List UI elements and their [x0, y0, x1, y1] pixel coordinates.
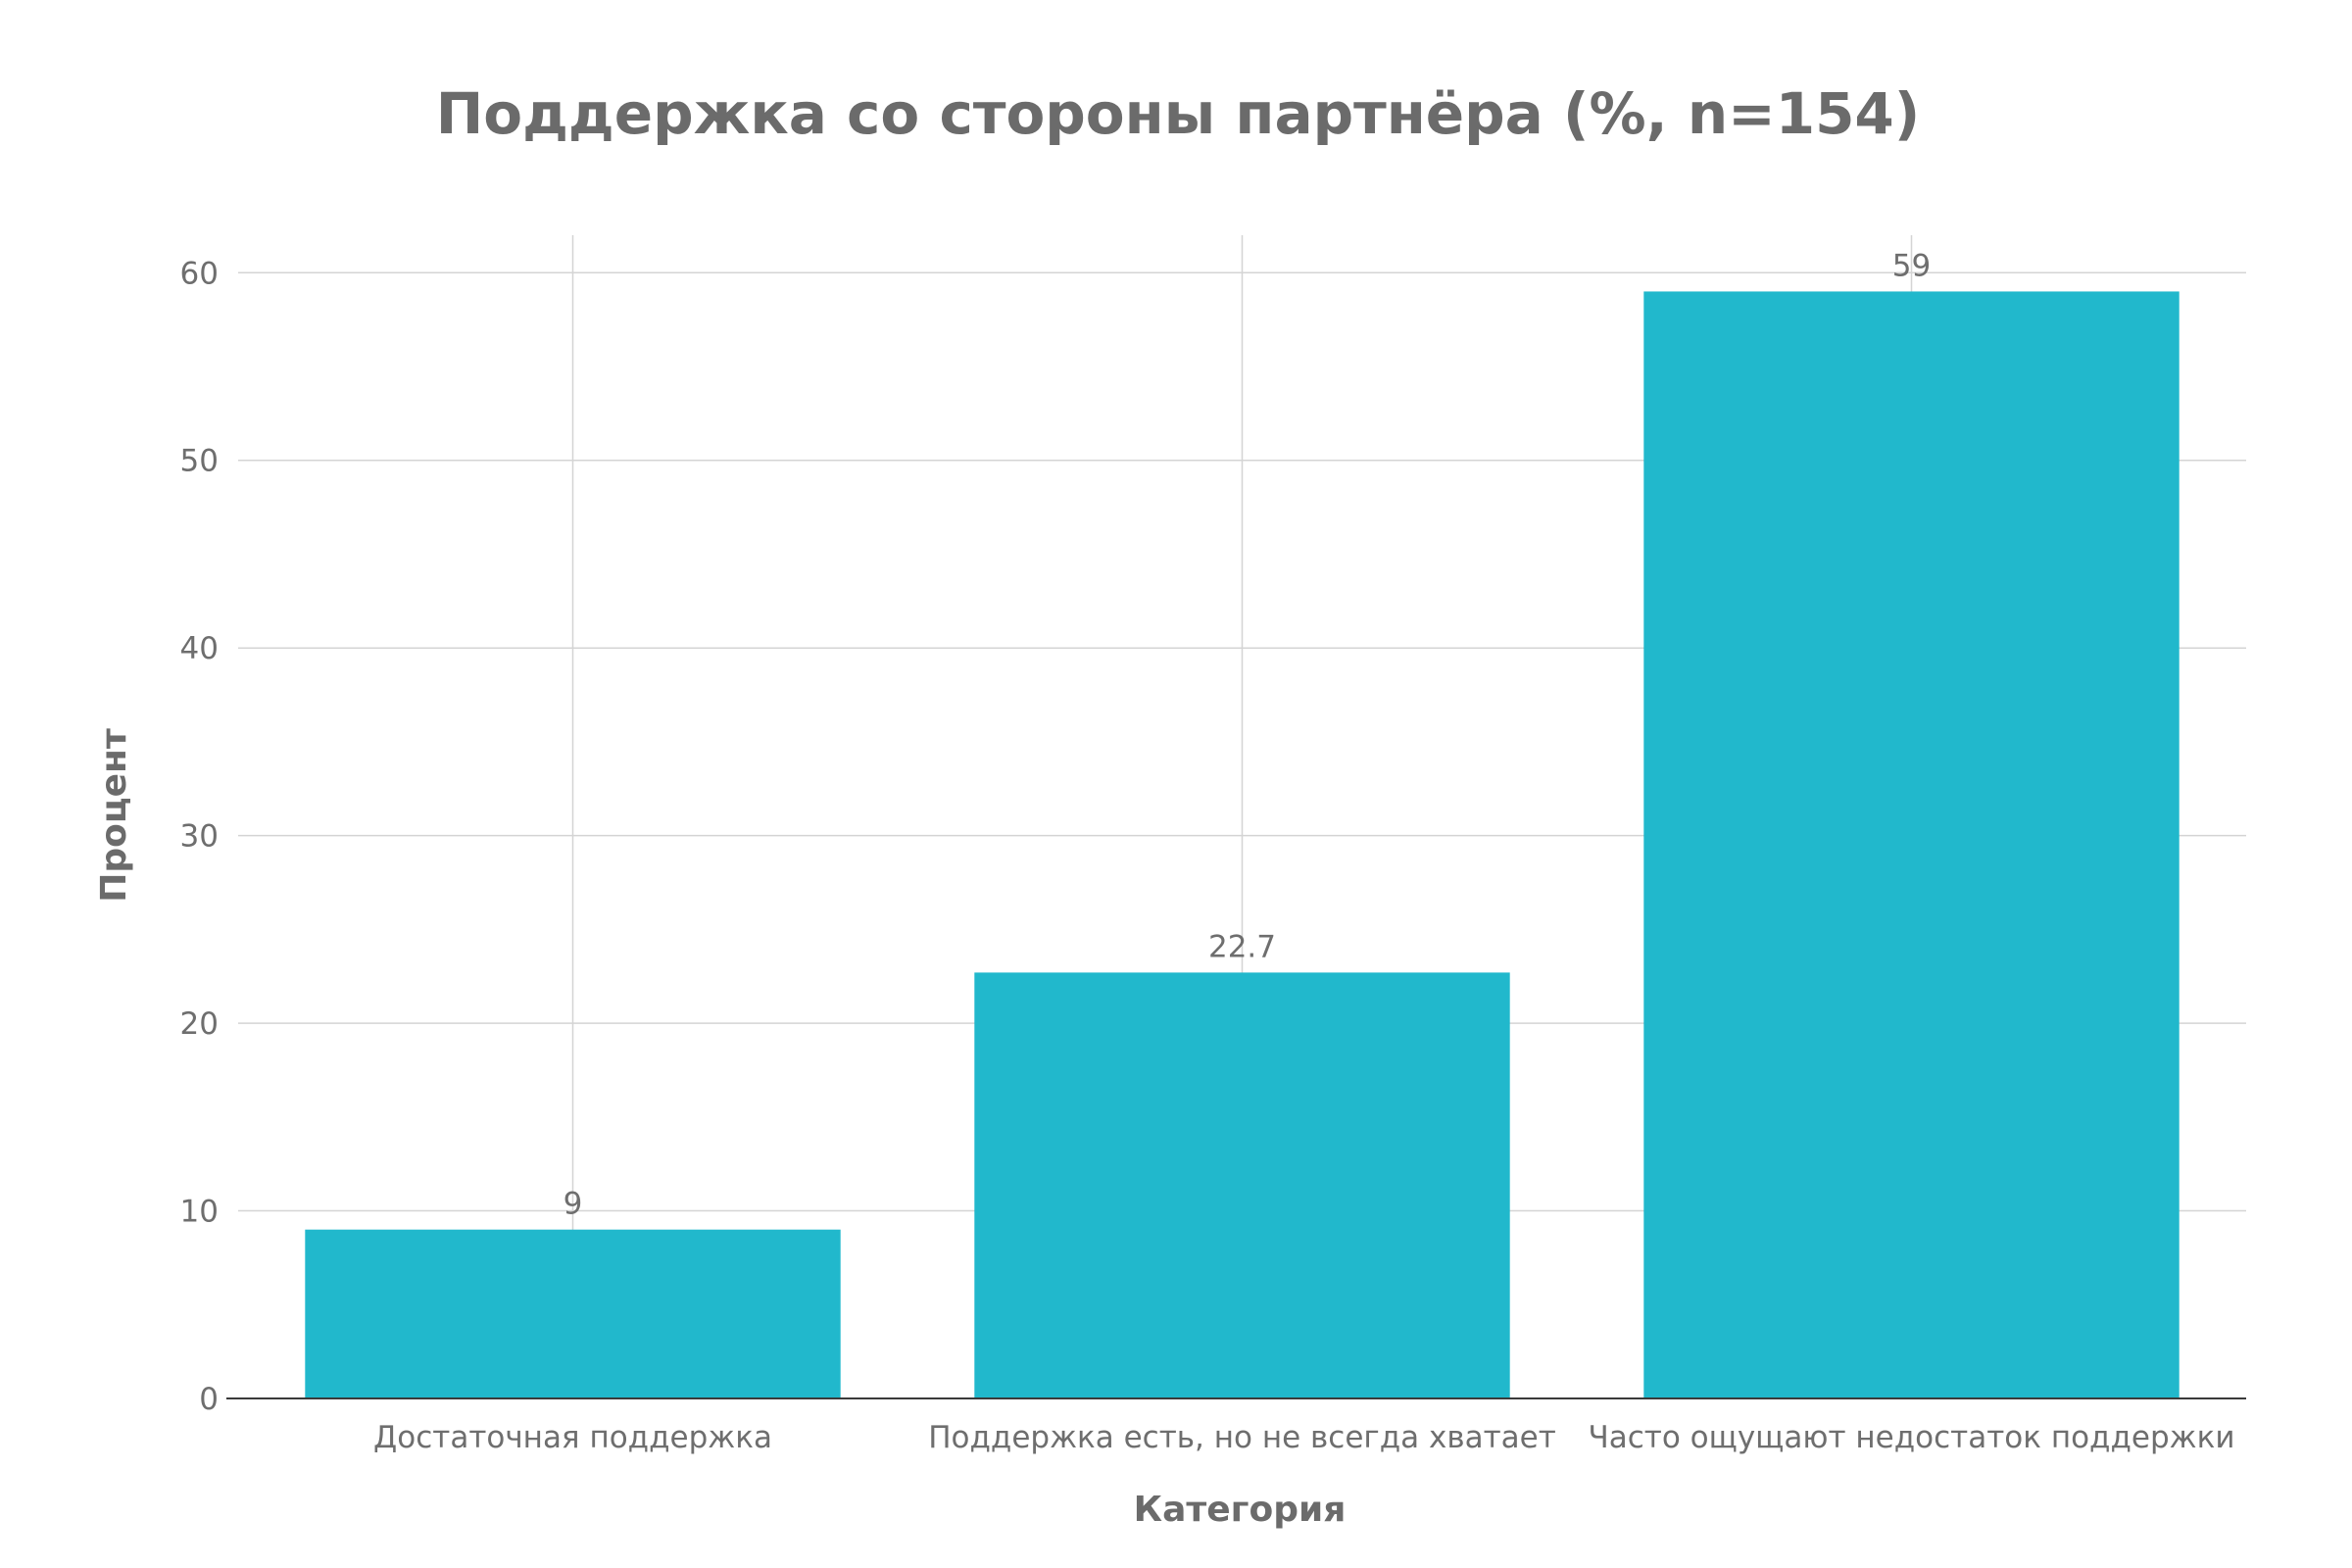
bar	[1643, 291, 2180, 1398]
y-tick-label: 40	[180, 631, 219, 666]
x-axis-title: Категория	[1134, 1490, 1347, 1530]
bar	[305, 1229, 841, 1398]
bar-value-label: 9	[564, 1187, 583, 1222]
bars	[305, 291, 2180, 1398]
y-tick-label: 50	[180, 444, 219, 479]
x-tick-label: Часто ощущают недостаток поддержки	[1589, 1420, 2235, 1455]
y-tick-label: 30	[180, 819, 219, 855]
y-tick-label: 20	[180, 1006, 219, 1042]
bar-value-label: 59	[1892, 248, 1931, 283]
y-tick-label: 60	[180, 256, 219, 291]
axes: 0 10 20 30 40 50 60 Достаточная поддержка Поддер…	[180, 256, 2246, 1455]
bar-value-labels: 9 22.7 59	[564, 248, 1932, 1221]
chart-title: Поддержка со стороны партнёра (%, n=154)	[436, 80, 1921, 147]
y-tick-label: 0	[199, 1382, 219, 1417]
bar	[974, 972, 1510, 1398]
bar-value-label: 22.7	[1208, 929, 1276, 964]
y-tick-label: 10	[180, 1195, 219, 1230]
y-axis-title: Процент	[94, 728, 134, 903]
x-tick-label: Достаточная поддержка	[373, 1420, 772, 1455]
x-tick-label: Поддержка есть, но не всегда хватает	[928, 1420, 1556, 1455]
